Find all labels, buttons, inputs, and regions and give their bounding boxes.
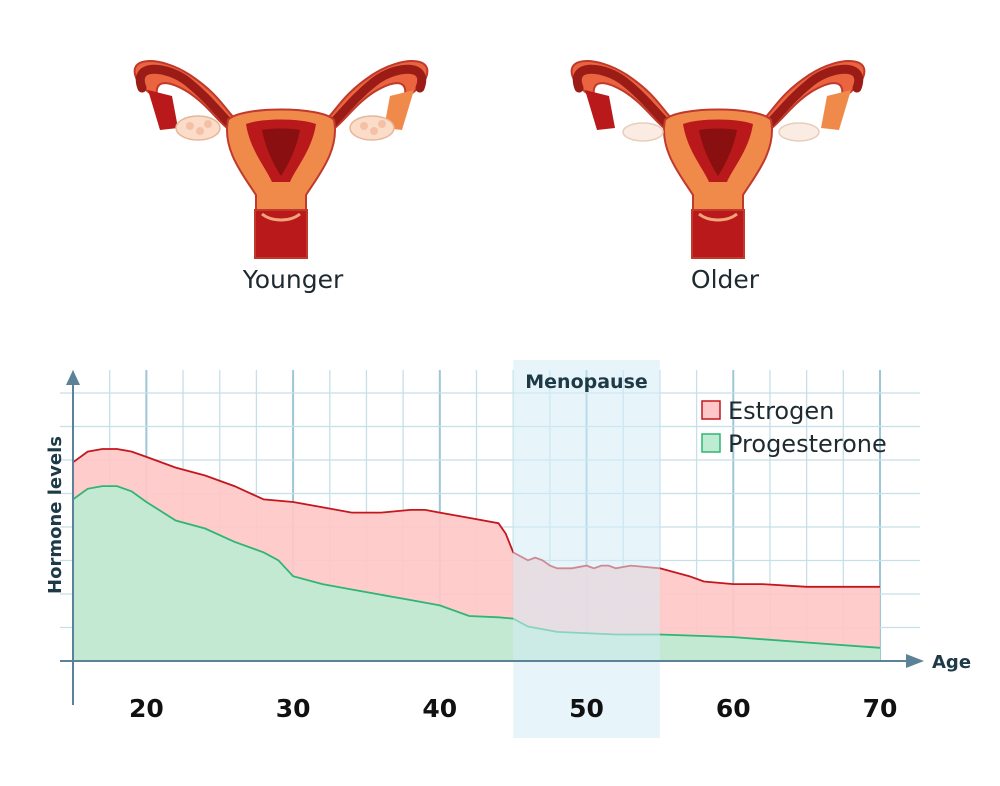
y-axis-arrow — [66, 370, 80, 385]
caption-older: Older — [690, 265, 760, 294]
legend-label-estrogen: Estrogen — [728, 397, 834, 425]
x-tick-label: 20 — [129, 694, 164, 723]
reproductive-illustrations — [0, 0, 1000, 310]
x-tick-label: 70 — [863, 694, 898, 723]
legend-swatch-progesterone — [701, 433, 721, 453]
legend-swatch-estrogen — [701, 400, 721, 420]
ovary-left — [622, 122, 664, 142]
uterus-older-illustration — [572, 61, 865, 258]
x-axis-arrow — [906, 654, 924, 668]
caption-younger: Younger — [242, 265, 344, 294]
menopause-band — [513, 360, 660, 738]
x-tick-label: 30 — [276, 694, 311, 723]
menopause-label: Menopause — [525, 371, 648, 393]
ovary-right — [778, 122, 820, 142]
x-tick-label: 60 — [716, 694, 751, 723]
x-tick-label: 40 — [422, 694, 457, 723]
uterus-younger-illustration — [135, 61, 428, 258]
y-axis-label: Hormone levels — [45, 436, 66, 594]
x-axis-label: Age — [932, 652, 971, 673]
x-tick-label: 50 — [569, 694, 604, 723]
area-progesterone — [73, 486, 880, 661]
legend-label-progesterone: Progesterone — [728, 430, 887, 458]
